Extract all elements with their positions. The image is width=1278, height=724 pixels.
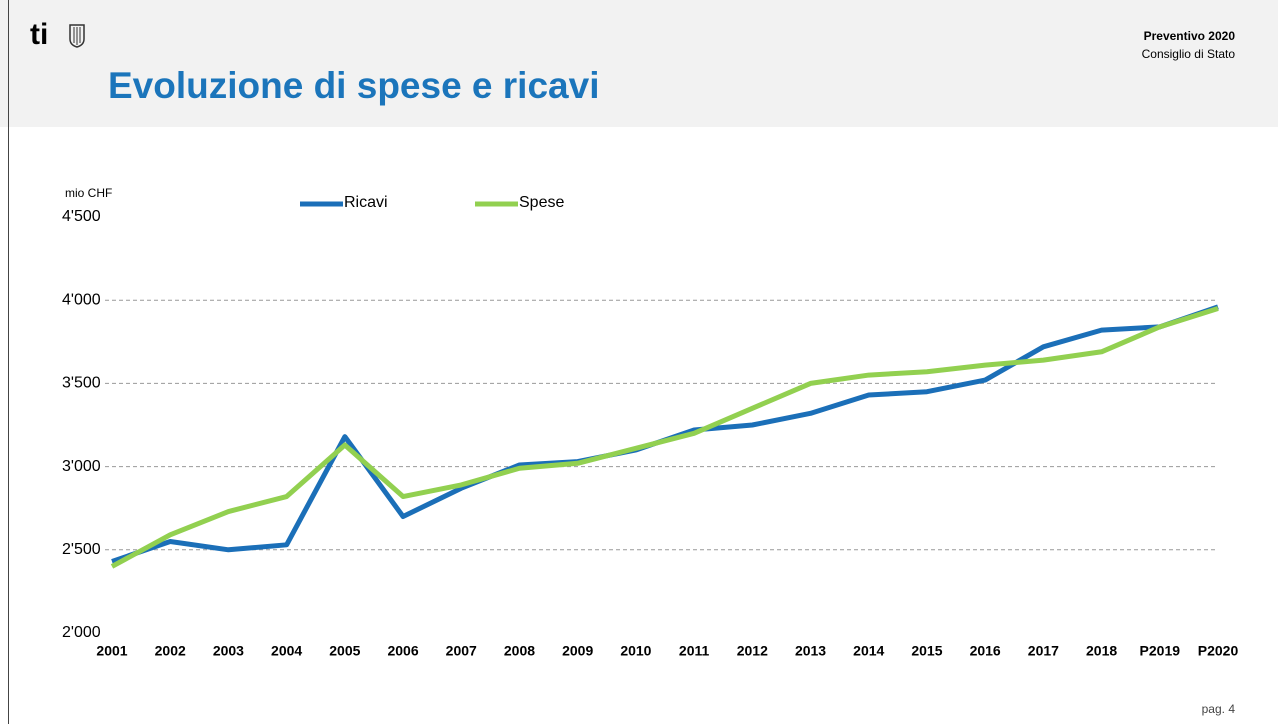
legend-label: Spese xyxy=(519,194,564,211)
y-tick-label: 3'500 xyxy=(62,375,101,392)
y-tick-label: 2'500 xyxy=(62,541,101,558)
x-tick-label: 2012 xyxy=(737,643,768,659)
x-tick-label: 2005 xyxy=(329,643,360,659)
x-tick-label: 2015 xyxy=(911,643,942,659)
x-tick-label: 2003 xyxy=(213,643,244,659)
x-tick-label: 2008 xyxy=(504,643,535,659)
header-band xyxy=(0,0,1278,127)
x-tick-label: 2014 xyxy=(853,643,884,659)
series-line xyxy=(110,306,1219,569)
page-number: pag. 4 xyxy=(1202,702,1236,716)
y-tick-label: 2'000 xyxy=(62,624,101,641)
x-tick-label: 2017 xyxy=(1028,643,1059,659)
author: Consiglio di Stato xyxy=(1142,47,1236,61)
x-tick-label: 2002 xyxy=(155,643,186,659)
logo-shield xyxy=(69,24,85,48)
y-tick-label: 4'000 xyxy=(62,291,101,308)
x-tick-label: 2001 xyxy=(96,643,127,659)
slide-title: Evoluzione di spese e ricavi xyxy=(108,65,599,106)
legend-label: Ricavi xyxy=(344,194,388,211)
y-axis-label: mio CHF xyxy=(65,186,112,200)
x-tick-label: 2016 xyxy=(970,643,1001,659)
logo: ti xyxy=(30,18,48,51)
x-tick-label: P2019 xyxy=(1140,643,1181,659)
x-tick-label: 2006 xyxy=(387,643,418,659)
series-line xyxy=(111,304,1219,564)
x-tick-label: 2013 xyxy=(795,643,826,659)
x-tick-label: P2020 xyxy=(1198,643,1239,659)
x-tick-label: 2004 xyxy=(271,643,302,659)
x-tick-label: 2010 xyxy=(620,643,651,659)
x-tick-label: 2011 xyxy=(679,643,710,659)
y-tick-label: 3'000 xyxy=(62,458,101,475)
x-tick-label: 2009 xyxy=(562,643,593,659)
x-tick-label: 2018 xyxy=(1086,643,1117,659)
y-tick-label: 4'500 xyxy=(62,208,101,225)
x-tick-label: 2007 xyxy=(446,643,477,659)
report-name: Preventivo 2020 xyxy=(1144,29,1236,43)
